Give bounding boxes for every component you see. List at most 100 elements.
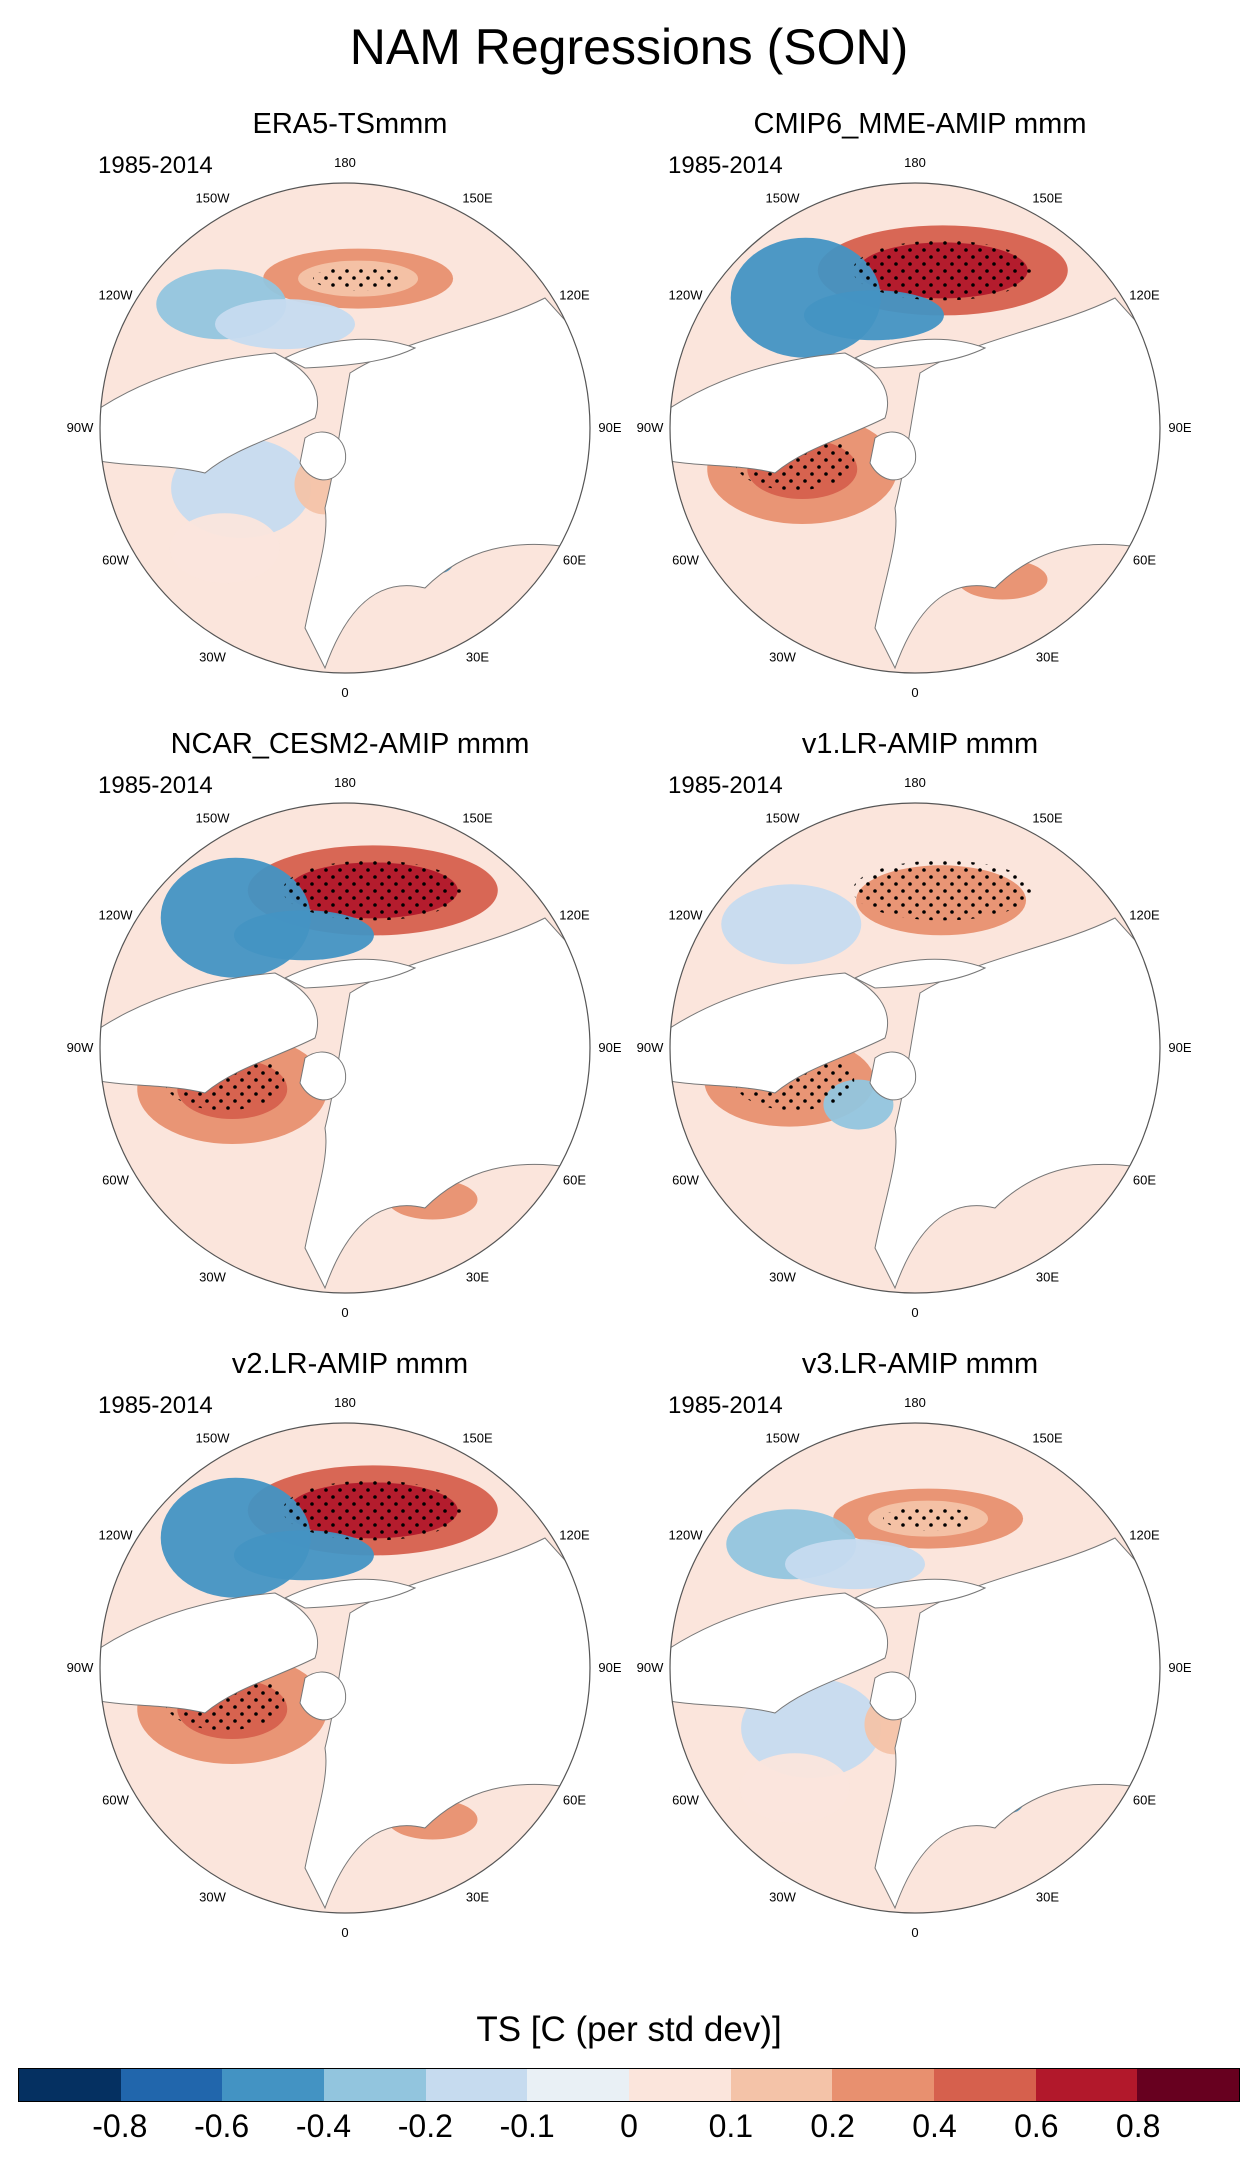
longitude-label: 90W [637, 420, 664, 435]
greenland-land [299, 431, 347, 481]
longitude-label: 0 [911, 685, 918, 700]
longitude-label: 60W [672, 1793, 699, 1808]
period-label: 1985-2014 [668, 1392, 783, 1419]
eurasia-land [304, 917, 590, 1290]
longitude-label: 60W [672, 1173, 699, 1188]
colorbar-tick-label: 0.2 [810, 2108, 855, 2144]
longitude-label: 150W [766, 191, 801, 206]
anomaly-region [803, 290, 944, 341]
colorbar-tick-label: -0.2 [397, 2108, 453, 2144]
longitude-label: 60E [1133, 553, 1156, 568]
longitude-label: 60E [563, 1173, 586, 1188]
colorbar-segment [1035, 2069, 1138, 2101]
longitude-label: 60E [1133, 1793, 1156, 1808]
bering-land [283, 338, 417, 369]
period-label: 1985-2014 [668, 772, 783, 799]
period-label: 1985-2014 [98, 772, 213, 799]
map-boundary [99, 1422, 591, 1914]
longitude-label: 150W [196, 811, 231, 826]
longitude-label: 150W [196, 1431, 231, 1446]
greenland-land [869, 1671, 917, 1721]
longitude-label: 90E [1168, 420, 1191, 435]
longitude-label: 60W [672, 553, 699, 568]
eurasia-land [874, 917, 1160, 1290]
greenland-land [869, 431, 917, 481]
polar-map: 180 150E 120E 90E 60E 30E 0 30W 60W 90W 120W 150W [637, 775, 1192, 1320]
longitude-label: 180 [334, 155, 356, 170]
period-label: 1985-2014 [98, 152, 213, 179]
longitude-label: 90E [1168, 1040, 1191, 1055]
colorbar-segment [425, 2069, 528, 2101]
polar-map: 180 150E 120E 90E 60E 30E 0 30W 60W 90W 120W 150W [67, 1395, 622, 1940]
longitude-label: 90W [637, 1660, 664, 1675]
longitude-label: 90E [598, 1040, 621, 1055]
longitude-label: 120E [1129, 908, 1160, 923]
panel-title: v1.LR-AMIP mmm [801, 728, 1039, 760]
longitude-label: 120W [99, 288, 134, 303]
longitude-label: 150E [462, 1431, 493, 1446]
eurasia-land [874, 1537, 1160, 1910]
map-boundary [669, 182, 1161, 674]
colorbar-segment [120, 2069, 223, 2101]
longitude-label: 120E [559, 1528, 590, 1543]
longitude-label: 30W [199, 649, 226, 664]
bering-land [283, 1578, 417, 1609]
longitude-label: 60E [563, 1793, 586, 1808]
north-america-land [100, 1592, 319, 1714]
map-boundary [669, 1422, 1161, 1914]
greenland-land [299, 1051, 347, 1101]
panel-title: v2.LR-AMIP mmm [231, 1348, 469, 1380]
longitude-label: 30W [199, 1269, 226, 1284]
longitude-label: 30W [769, 1269, 796, 1284]
longitude-label: 30E [1036, 1269, 1059, 1284]
panel-ncar-cesm2: NCAR_CESM2-AMIP mmm 1985-2014 180 150E 120… [67, 728, 630, 1320]
north-america-land [670, 352, 889, 474]
colorbar-tick-label: 0.4 [912, 2108, 957, 2144]
colorbar-tick-label: -0.6 [194, 2108, 250, 2144]
longitude-label: 30E [1036, 649, 1059, 664]
panel-v2-lr: v2.LR-AMIP mmm 1985-2014 180 150E 120E 90E 6… [67, 1348, 630, 1940]
colorbar-segment [1137, 2069, 1240, 2101]
longitude-label: 120W [99, 908, 134, 923]
map-boundary [669, 802, 1161, 1294]
significance-stipple [282, 860, 463, 921]
longitude-label: 180 [904, 775, 926, 790]
panel-title: CMIP6_MME-AMIP mmm [753, 108, 1087, 140]
longitude-label: 90W [67, 420, 94, 435]
longitude-label: 150W [196, 191, 231, 206]
colorbar-segment [934, 2069, 1036, 2101]
north-america-land [670, 972, 889, 1094]
significance-stipple [313, 266, 404, 291]
longitude-label: 0 [341, 1925, 348, 1940]
anomaly-region [739, 1753, 850, 1824]
colorbar-tick-label: -0.8 [92, 2108, 148, 2144]
longitude-label: 150E [1032, 1431, 1063, 1446]
panel-cmip6-mme: CMIP6_MME-AMIP mmm 1985-2014 180 150E 120E… [637, 108, 1200, 700]
colorbar-tick-label: -0.4 [295, 2108, 352, 2144]
longitude-label: 0 [911, 1925, 918, 1940]
longitude-label: 0 [341, 1305, 348, 1320]
longitude-label: 90E [1168, 1660, 1191, 1675]
longitude-label: 30E [466, 1269, 489, 1284]
colorbar-tick-label: 0.6 [1014, 2108, 1059, 2144]
anomaly-region [169, 513, 280, 584]
significance-stipple [883, 1506, 974, 1531]
longitude-label: 30E [1036, 1889, 1059, 1904]
colorbar-labels: -0.8 -0.6 -0.4 -0.2 -0.1 0 0.1 0.2 0.4 0.6 0.8 [18, 2108, 1240, 2148]
longitude-label: 120W [99, 1528, 134, 1543]
longitude-label: 180 [334, 775, 356, 790]
longitude-label: 150W [766, 811, 801, 826]
longitude-label: 0 [341, 685, 348, 700]
colorbar-segment [222, 2069, 325, 2101]
anomaly-region [233, 1530, 374, 1581]
longitude-label: 150W [766, 1431, 801, 1446]
polar-map: 180 150E 120E 90E 60E 30E 0 30W 60W 90W 120W 150W [67, 775, 622, 1320]
longitude-label: 90W [637, 1040, 664, 1055]
bering-land [853, 338, 987, 369]
eurasia-land [874, 297, 1160, 670]
longitude-label: 90W [67, 1040, 94, 1055]
colorbar-segment [527, 2069, 630, 2101]
colorbar-tick-label: 0.1 [708, 2108, 754, 2144]
anomaly-region [721, 884, 862, 965]
greenland-land [299, 1671, 347, 1721]
